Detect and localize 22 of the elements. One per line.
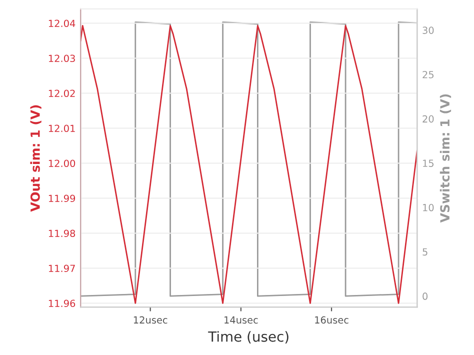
x-tick-label: 14usec <box>224 316 258 324</box>
y-tick-label: 12.04 <box>48 20 76 28</box>
y-tick-label: 11.97 <box>48 264 75 272</box>
y-tick-label: 11.98 <box>48 230 76 238</box>
y2-tick-label: 10 <box>423 204 434 212</box>
y2-axis-title: VSwitch sim: 1 (V) <box>440 94 452 223</box>
y2-tick-label: 5 <box>422 248 428 256</box>
y2-tick-label: 0 <box>422 292 428 300</box>
y-tick-label: 11.96 <box>48 300 76 308</box>
y2-tick-label: 20 <box>422 115 434 123</box>
y-tick-label: 12.03 <box>48 54 75 62</box>
y-axis-title: VOut sim: 1 (V) <box>30 105 42 212</box>
x-tick-label: 12usec <box>134 316 168 324</box>
y2-tick-label: 15 <box>423 160 434 167</box>
x-tick-label: 16usec <box>315 316 348 324</box>
y2-tick-label: 25 <box>422 70 434 78</box>
y-tick-label: 11.99 <box>48 194 76 202</box>
y-tick-label: 12.01 <box>48 124 75 132</box>
y2-tick-label: 30 <box>422 26 434 34</box>
x-axis-title: Time (usec) <box>208 331 288 344</box>
y-tick-label: 12.02 <box>48 90 75 98</box>
y-tick-label: 12.00 <box>48 160 76 168</box>
